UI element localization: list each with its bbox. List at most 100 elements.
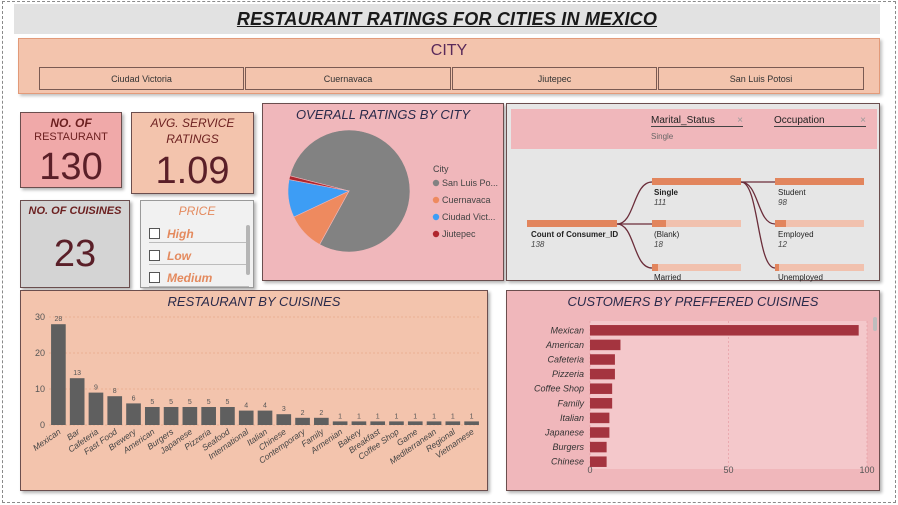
kpi-service-value: 1.09 <box>155 150 230 192</box>
restaurant-by-cuisines-title: RESTAURANT BY CUISINES <box>167 294 341 309</box>
checkbox-icon[interactable] <box>149 250 160 261</box>
y-tick-label-italian: Italian <box>560 413 584 423</box>
hbar-burgers <box>590 441 607 453</box>
decomposition-tree-panel: Marital_Status × Single Occupation × Cou… <box>506 103 880 282</box>
bar-bar <box>69 378 85 425</box>
bar-vietnamese <box>464 421 479 425</box>
bar-breakfast <box>370 421 386 425</box>
hbar-coffee-shop <box>590 383 613 394</box>
price-slicer-title: PRICE <box>178 204 216 218</box>
bar-mediterranean <box>426 421 442 425</box>
hbar-cafeteria <box>590 354 615 365</box>
bar-contemporary <box>295 417 310 425</box>
close-icon[interactable]: × <box>860 115 866 126</box>
kpi-service-label-1: AVG. SERVICE <box>150 116 235 130</box>
decomp-node-single-bar[interactable] <box>652 178 741 185</box>
pie-legend-label-san-luis-po: San Luis Po... <box>442 178 498 188</box>
hbar-japanese <box>590 427 610 438</box>
kpi-card-service-rating: AVG. SERVICE RATINGS 1.09 <box>131 112 254 194</box>
city-option-jiutepec[interactable]: Jiutepec <box>452 67 657 90</box>
bar-game <box>407 421 423 425</box>
y-tick-label-mexican: Mexican <box>550 325 584 335</box>
decomp-node-student-label: Student <box>778 188 806 197</box>
bar-data-label-game: 1 <box>413 413 417 420</box>
customers-by-cuisines-panel: CUSTOMERS BY PREFFERED CUISINES 0 50 100 Me… <box>506 290 880 491</box>
bar-data-label-coffee-shop: 1 <box>395 413 399 420</box>
filter-occupation[interactable]: Occupation × <box>774 115 866 127</box>
kpi-restaurants-label-1: NO. OF <box>50 116 92 130</box>
bar-mexican <box>51 324 66 425</box>
decomp-root-label: Count of Consumer_ID <box>531 230 619 239</box>
hbar-mexican <box>590 325 859 336</box>
price-option-medium[interactable]: Medium <box>149 269 249 287</box>
bar-armenian <box>332 421 348 425</box>
hbar-american <box>590 339 621 351</box>
pie-legend-label-cuernavaca: Cuernavaca <box>442 195 491 205</box>
bar-data-label-italian: 4 <box>263 403 267 410</box>
bar-data-label-contemporary: 2 <box>301 410 305 417</box>
close-icon[interactable]: × <box>737 115 743 126</box>
bar-family <box>314 417 329 425</box>
y-tick-label-pizzeria: Pizzeria <box>552 369 584 379</box>
y-tick-label-japanese: Japanese <box>544 428 584 438</box>
filter-marital-status-value: Single <box>651 132 674 141</box>
decomp-node-student-bar[interactable] <box>775 178 864 185</box>
price-slicer-scrollbar[interactable] <box>246 225 250 275</box>
bar-data-label-japanese: 5 <box>188 399 192 406</box>
price-option-high[interactable]: High <box>149 225 249 243</box>
bar-data-label-bar: 13 <box>73 370 81 377</box>
pie-legend-label-ciudad-vict: Ciudad Vict... <box>442 212 495 222</box>
decomp-node-single-value: 111 <box>654 198 667 207</box>
decomp-node-married-bar[interactable] <box>652 264 741 271</box>
decomp-filter-bar <box>511 109 877 149</box>
decomp-node-student-value: 98 <box>778 198 787 207</box>
y-tick-label-0: 0 <box>40 420 45 430</box>
pie-chart-svg: City San Luis Po... Cuernavaca Ciudad Vict.… <box>287 129 498 253</box>
bar-data-label-burgers: 5 <box>169 399 173 406</box>
kpi-card-restaurants: NO. OF RESTAURANT 130 <box>20 112 122 188</box>
kpi-cuisines-label: NO. OF CUISINES <box>28 205 122 217</box>
x-tick-label-100: 100 <box>859 465 874 475</box>
hbar-pizzeria <box>590 368 615 380</box>
decomp-node-employed-bar[interactable] <box>775 220 864 227</box>
city-option-ciudad-victoria[interactable]: Ciudad Victoria <box>39 67 244 90</box>
kpi-restaurants-value: 130 <box>39 146 103 188</box>
decomp-node-blank-value: 18 <box>654 240 663 249</box>
pie-slice-san-luis-po <box>289 129 411 253</box>
bar-data-label-bakery: 1 <box>357 413 361 420</box>
restaurant-by-cuisines-panel: RESTAURANT BY CUISINES 0 10 20 30 28 Mexican 1… <box>20 290 488 491</box>
y-tick-label-coffee-shop: Coffee Shop <box>534 384 584 394</box>
decomp-tree-connectors <box>616 181 776 269</box>
bar-american <box>144 407 160 425</box>
bar-brewery <box>126 403 141 425</box>
pie-legend-marker-cuernavaca <box>432 196 440 204</box>
checkbox-icon[interactable] <box>149 228 160 239</box>
decomp-root-bar[interactable] <box>527 220 617 227</box>
decomp-node-employed-label: Employed <box>778 230 814 239</box>
x-tick-label-50: 50 <box>723 465 733 475</box>
decomp-node-blank-bar[interactable] <box>652 220 741 227</box>
city-option-san-luis-potosi[interactable]: San Luis Potosi <box>658 67 864 90</box>
decomp-node-unemployed-label: Unemployed <box>778 273 823 282</box>
bar-data-label-breakfast: 1 <box>376 413 380 420</box>
bar-data-label-cafeteria: 9 <box>94 385 98 392</box>
bar-data-label-brewery: 6 <box>132 395 136 402</box>
customers-by-cuisines-title: CUSTOMERS BY PREFFERED CUISINES <box>567 294 819 309</box>
kpi-restaurants-label-2: RESTAURANT <box>34 131 108 143</box>
bar-data-label-chinese: 3 <box>282 406 286 413</box>
pie-legend-marker-ciudad-vict <box>432 213 440 221</box>
decomp-node-unemployed-bar[interactable] <box>775 264 864 271</box>
x-tick-label-0: 0 <box>587 465 592 475</box>
checkbox-icon[interactable] <box>149 272 160 283</box>
pie-legend-marker-jiutepec <box>432 230 440 238</box>
price-option-low[interactable]: Low <box>149 247 249 265</box>
bar-coffee-shop <box>389 421 404 425</box>
bar-burgers <box>163 407 179 425</box>
pie-legend-title: City <box>433 164 449 174</box>
y-tick-label-chinese: Chinese <box>551 457 584 467</box>
city-option-cuernavaca[interactable]: Cuernavaca <box>245 67 451 90</box>
price-slicer: PRICE High Low Medium <box>140 200 254 288</box>
filter-marital-status[interactable]: Marital_Status × <box>651 115 743 127</box>
pie-legend-marker-san-luis-po <box>432 179 440 187</box>
